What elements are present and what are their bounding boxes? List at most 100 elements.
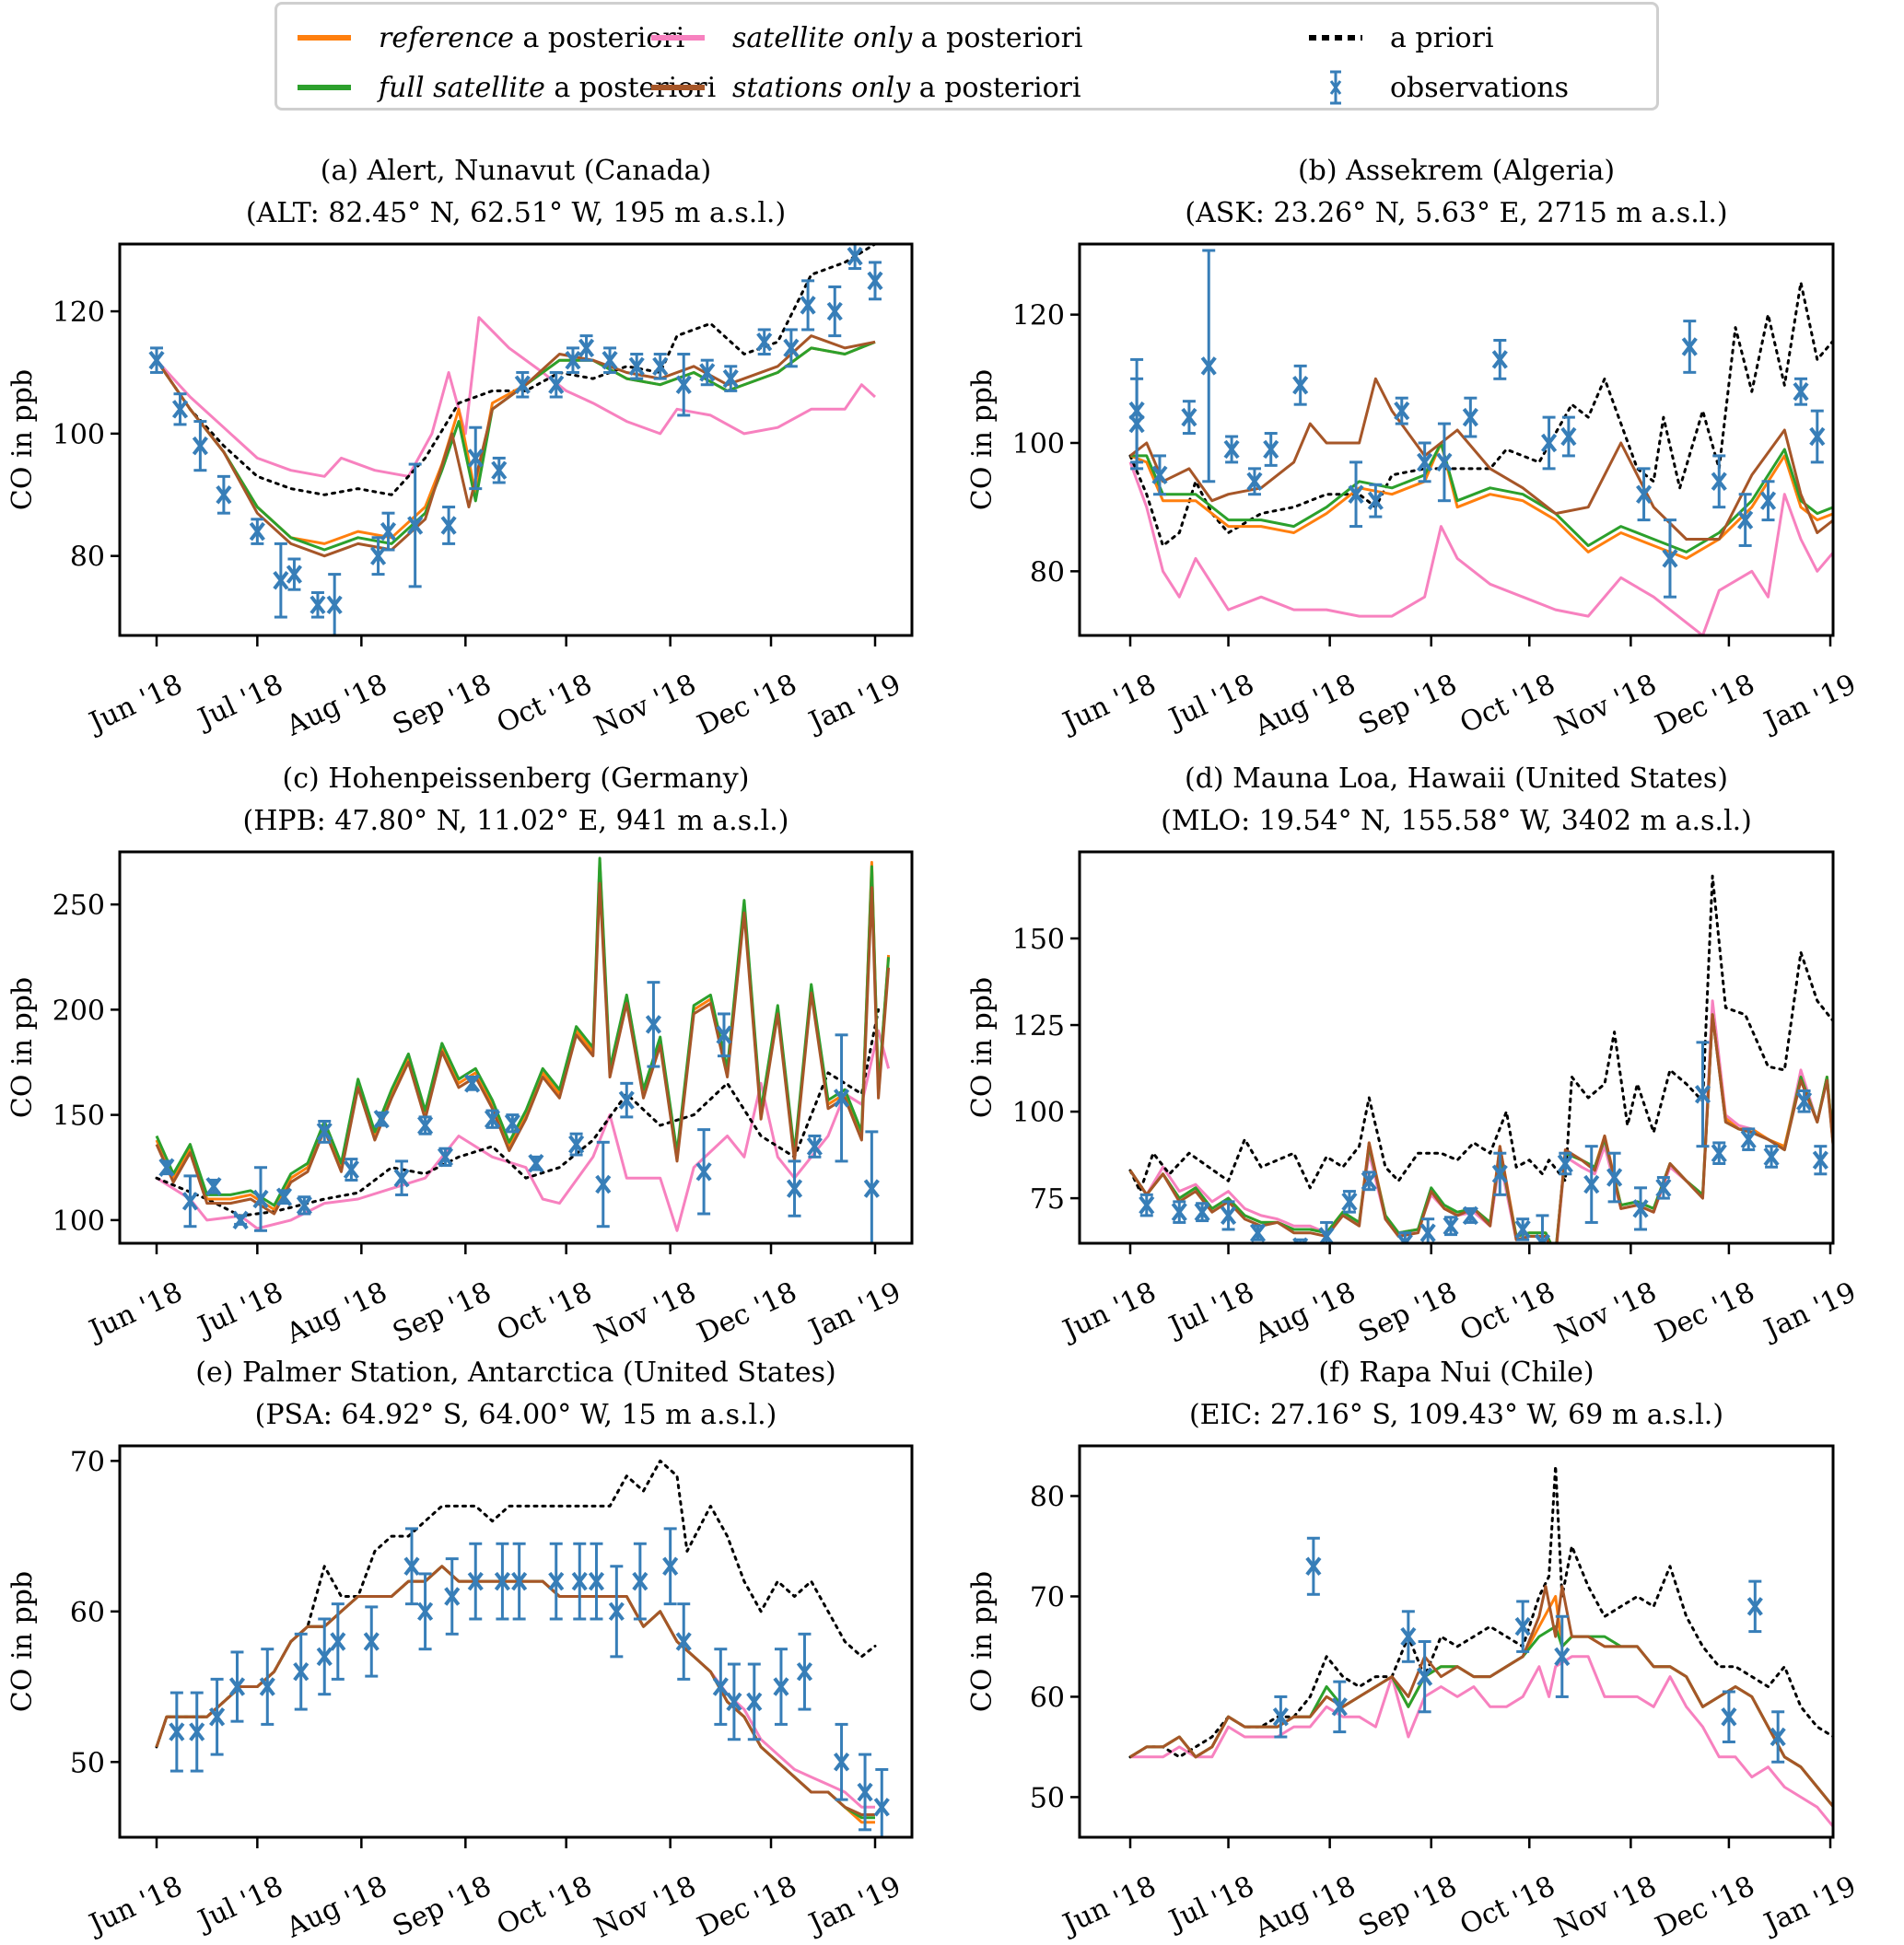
observation-point <box>1331 1680 1348 1734</box>
observation-point <box>571 1542 588 1621</box>
x-marker <box>1721 1707 1737 1727</box>
x-marker <box>417 1601 434 1622</box>
panel-title: (a) Alert, Nunavut (Canada) <box>321 155 712 187</box>
observation-point <box>1128 377 1145 471</box>
x-tick-label: Oct '18 <box>1455 1276 1560 1348</box>
observation-point <box>467 1542 484 1621</box>
observation-point <box>1443 1216 1459 1237</box>
x-marker <box>403 1556 420 1576</box>
x-marker <box>712 1677 729 1696</box>
x-tick-label: Jan '19 <box>802 1870 906 1941</box>
x-marker <box>602 350 618 370</box>
observation-point <box>726 1662 742 1741</box>
y-tick-label: 150 <box>1012 924 1065 956</box>
x-tick-label: Jan '19 <box>1758 669 1862 740</box>
observation-point <box>316 1119 333 1144</box>
x-marker <box>699 363 716 382</box>
observation-point <box>847 244 863 271</box>
x-tick-label: Aug '18 <box>1249 1276 1361 1351</box>
x-tick-label: Jul '18 <box>191 669 287 737</box>
observation-point <box>417 1572 434 1651</box>
observation-point <box>1223 435 1240 464</box>
x-tick-label: Sep '18 <box>388 1276 496 1350</box>
axes-frame <box>118 1444 914 1839</box>
x-marker <box>796 1661 813 1682</box>
x-marker <box>1436 452 1453 472</box>
x-marker <box>316 1122 333 1142</box>
observation-point <box>588 1542 605 1621</box>
x-marker <box>578 338 595 358</box>
x-marker <box>216 485 232 505</box>
observation-point <box>756 328 773 356</box>
observation-point <box>833 1033 850 1163</box>
x-marker <box>675 1632 692 1651</box>
x-marker <box>786 1179 803 1198</box>
observation-point <box>464 1074 481 1093</box>
x-marker <box>1809 426 1826 447</box>
observation-point <box>608 1565 625 1659</box>
x-tick-label: Aug '18 <box>1249 669 1361 743</box>
x-marker <box>1554 1647 1571 1667</box>
x-marker <box>1417 452 1433 472</box>
x-marker <box>1249 1223 1267 1242</box>
x-marker <box>437 1147 454 1167</box>
observation-point <box>286 557 303 591</box>
x-marker <box>800 296 816 315</box>
x-marker <box>1341 1192 1358 1212</box>
x-marker <box>189 1722 205 1741</box>
observation-point <box>189 1691 205 1773</box>
observation-point <box>158 1158 175 1177</box>
y-axis-label: CO in ppb <box>6 1571 39 1712</box>
x-marker <box>1662 549 1678 568</box>
x-marker <box>1396 1233 1408 1243</box>
legend-swatch-full-satellite <box>298 85 351 90</box>
x-marker <box>491 460 508 480</box>
x-tick-label: Jan '19 <box>802 1276 906 1347</box>
observation-point <box>1292 364 1309 406</box>
x-tick-label: Aug '18 <box>1249 1870 1361 1945</box>
x-marker <box>1560 426 1577 447</box>
observation-point <box>595 1140 612 1229</box>
observation-point <box>259 1648 275 1726</box>
observation-point <box>1151 454 1168 496</box>
y-tick-label: 100 <box>53 1205 105 1238</box>
x-marker <box>1263 439 1279 460</box>
x-marker <box>393 1168 410 1188</box>
observation-point <box>467 425 484 491</box>
x-marker <box>1361 1171 1377 1191</box>
observation-point <box>722 365 739 392</box>
x-marker <box>1740 1129 1757 1149</box>
x-marker <box>1462 1205 1478 1226</box>
observation-point <box>568 1132 585 1157</box>
x-marker <box>1606 1168 1623 1187</box>
panel-e: (e) Palmer Station, Antarctica (United S… <box>6 1357 914 1945</box>
observation-point <box>618 1081 635 1119</box>
x-marker <box>169 1722 185 1741</box>
observation-point <box>393 1159 410 1196</box>
observation-point <box>528 1153 544 1173</box>
observation-point <box>867 261 883 301</box>
x-marker <box>1246 472 1263 492</box>
observation-point <box>628 353 645 380</box>
observation-point <box>1740 1127 1757 1151</box>
observation-point <box>228 1650 246 1723</box>
x-tick-label: Oct '18 <box>1455 1870 1560 1942</box>
x-tick-label: Aug '18 <box>281 1870 392 1945</box>
x-marker <box>1394 401 1410 421</box>
legend-swatch-observations <box>1309 69 1362 106</box>
observation-point <box>209 1677 226 1756</box>
observation-point <box>1263 432 1279 467</box>
observation-point <box>1462 1205 1478 1226</box>
x-marker <box>773 1677 789 1696</box>
panel-subtitle: (MLO: 19.54° N, 155.58° W, 3402 m a.s.l.… <box>1161 805 1752 837</box>
x-marker <box>275 1187 293 1206</box>
x-marker <box>1301 1237 1309 1243</box>
x-tick-label: Jul '18 <box>1162 669 1259 737</box>
series-satellite-only <box>1128 461 1833 635</box>
y-tick-label: 125 <box>1012 1010 1065 1042</box>
observation-point <box>1694 1041 1711 1148</box>
x-marker <box>1272 1707 1289 1727</box>
observation-point <box>1759 480 1777 522</box>
observation-point <box>1635 467 1653 522</box>
observation-point <box>1793 377 1809 406</box>
